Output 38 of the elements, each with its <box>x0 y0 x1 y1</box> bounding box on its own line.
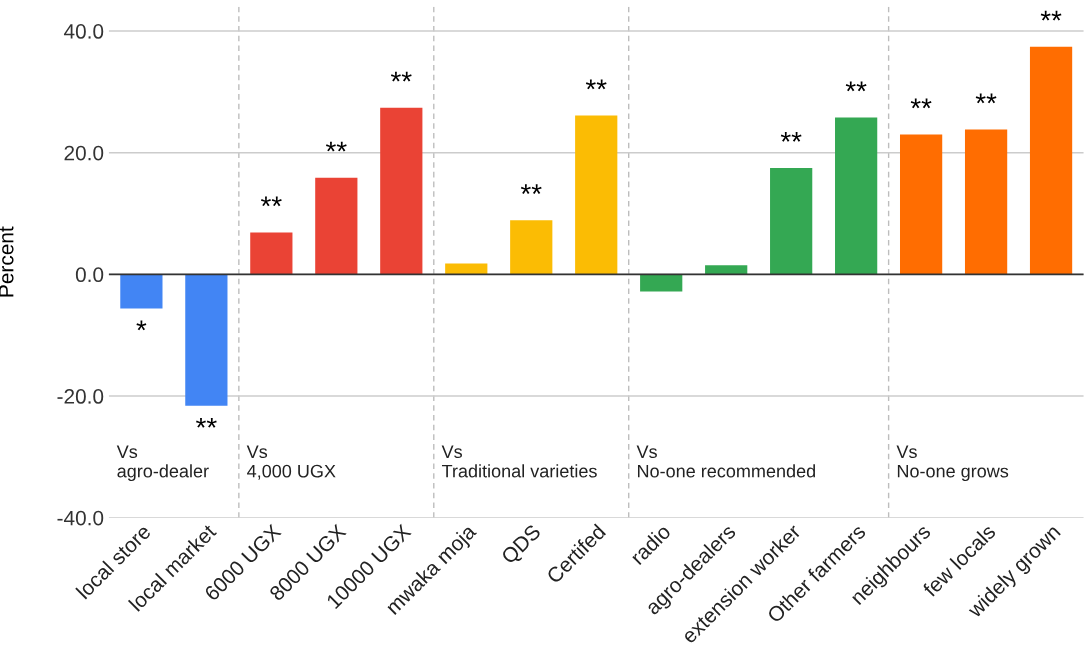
annotation: * <box>136 320 147 331</box>
bar <box>964 129 1008 275</box>
bar <box>899 134 943 275</box>
bar <box>380 107 423 275</box>
bar <box>445 263 488 275</box>
annotation: ** <box>845 81 867 92</box>
annotation: Vs No-one grows <box>896 445 1009 482</box>
annotation: ** <box>910 98 932 109</box>
bar <box>640 274 683 292</box>
annotation: ** <box>196 417 217 428</box>
y-tick-label: -20.0 <box>57 389 104 404</box>
annotation: ** <box>975 93 997 104</box>
bar <box>120 274 163 309</box>
annotation: ** <box>390 71 412 82</box>
bar <box>315 177 358 275</box>
bar <box>770 167 813 275</box>
annotation: ** <box>585 79 607 90</box>
annotation: ** <box>1040 10 1062 21</box>
bar <box>250 232 293 275</box>
bar <box>510 220 553 275</box>
bar <box>835 117 878 275</box>
y-tick-label: 40.0 <box>63 24 104 39</box>
annotation: Vs No-one recommended <box>636 445 815 478</box>
bar <box>1029 46 1073 275</box>
annotation: ** <box>325 141 347 152</box>
y-tick-label: 0.0 <box>75 267 104 283</box>
annotation: Vs agro-dealer <box>116 445 209 482</box>
annotation: ** <box>260 196 282 207</box>
annotation: ** <box>520 184 542 194</box>
annotation: Vs Traditional varieties <box>441 445 597 478</box>
bar <box>705 265 748 275</box>
annotation: ** <box>780 131 802 142</box>
y-axis-title: Percent <box>0 226 14 297</box>
bar <box>575 115 618 275</box>
y-tick-label: -40.0 <box>57 510 104 526</box>
y-tick-label: 20.0 <box>64 145 104 161</box>
annotation: Vs 4,000 UGX <box>246 445 336 480</box>
bar <box>185 274 228 406</box>
